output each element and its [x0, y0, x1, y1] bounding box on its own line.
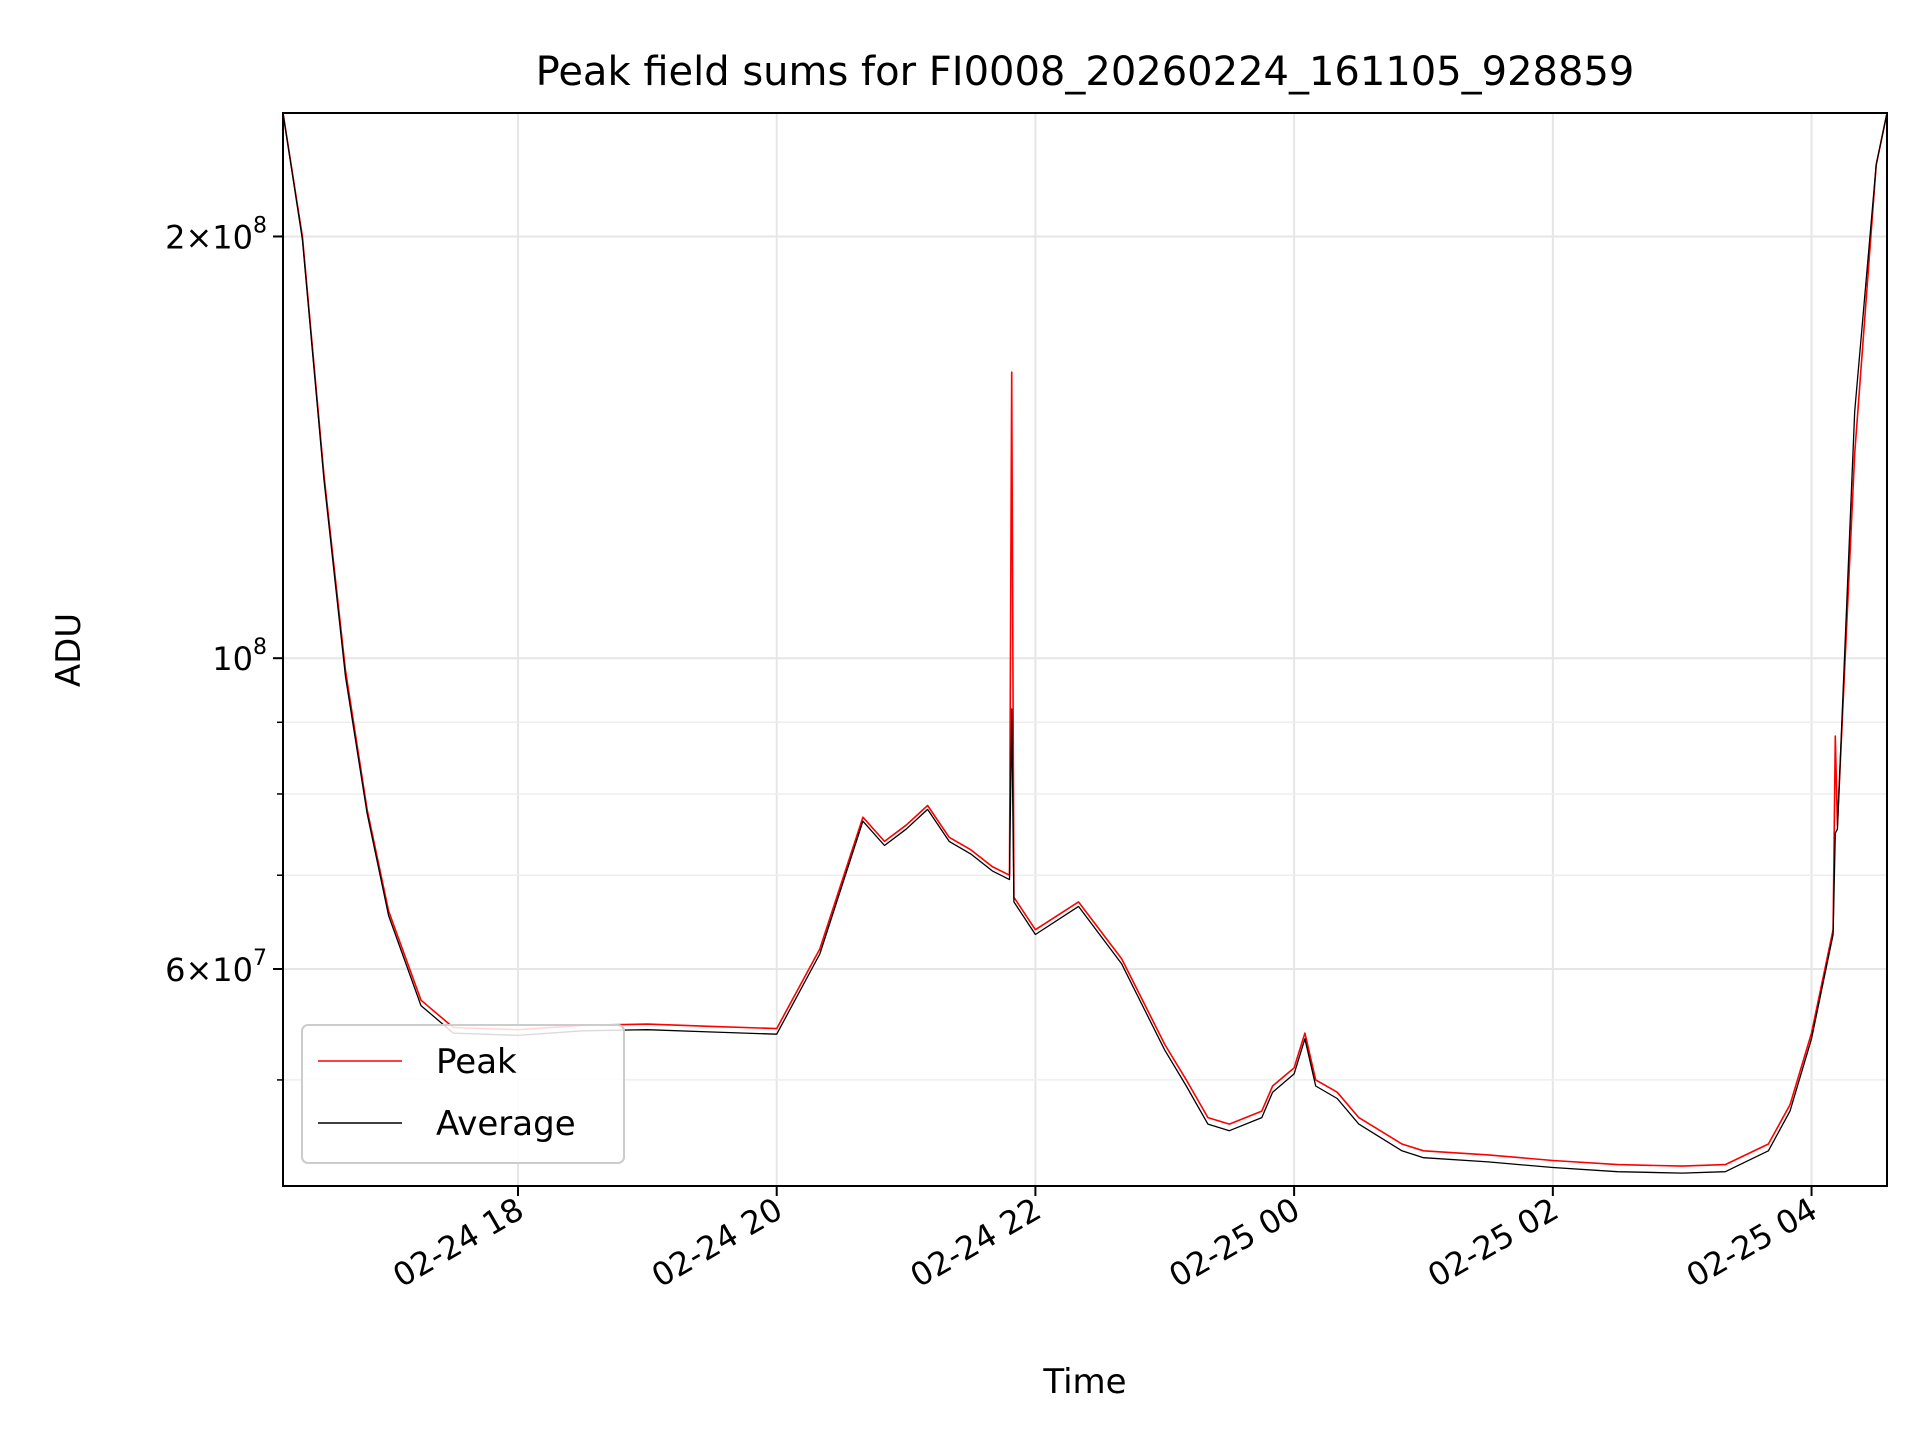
x-axis-label: Time [1042, 1362, 1126, 1402]
y-tick-label: 6×107 [165, 946, 267, 989]
y-tick-exponent: 8 [253, 635, 267, 660]
y-tick-label: 108 [212, 635, 267, 678]
y-tick-label: 2×108 [165, 213, 267, 256]
y-tick-base: 10 [212, 640, 253, 678]
grid [283, 113, 1887, 1186]
y-axis-label: ADU [49, 613, 89, 687]
y-tick-exponent: 7 [253, 946, 267, 971]
y-tick-base: 6×10 [165, 951, 253, 989]
y-tick-exponent: 8 [253, 213, 267, 238]
legend-label-average: Average [436, 1104, 576, 1144]
legend-box [301, 1024, 625, 1164]
legend: Peak Average [301, 1024, 625, 1164]
chart-title: Peak field sums for FI0008_20260224_1611… [536, 49, 1635, 95]
legend-label-peak: Peak [436, 1042, 517, 1082]
y-tick-base: 2×10 [165, 218, 253, 256]
plot-frame [282, 112, 1888, 1187]
